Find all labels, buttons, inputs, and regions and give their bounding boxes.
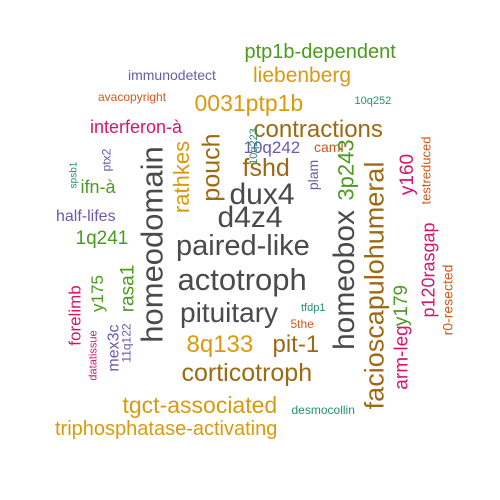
cloud-word: arm-leg [391, 324, 413, 390]
cloud-word: datatissue [87, 329, 100, 381]
cloud-word: 0031ptp1b [194, 89, 304, 116]
cloud-word: dux4 [229, 178, 295, 211]
cloud-word: tfdp1 [301, 301, 326, 314]
cloud-word: 3p243 [333, 139, 359, 201]
cloud-word: rathkes [169, 140, 195, 214]
cloud-word: y179 [390, 284, 412, 326]
cloud-word: 1q241 [75, 227, 129, 249]
cloud-word: fshd [242, 153, 290, 182]
cloud-word: r0-resected [438, 264, 455, 336]
cloud-word: corticotroph [181, 358, 313, 387]
cloud-word: 10q252 [354, 94, 392, 107]
cloud-word: y175 [87, 274, 107, 312]
cloud-word: tgct-associated [122, 391, 278, 418]
cloud-word: caml [314, 139, 344, 155]
cloud-word: ifn-à [80, 177, 116, 197]
cloud-word: 10q242 [243, 137, 301, 157]
cloud-word: spsb1 [67, 161, 79, 189]
cloud-word: pouch [197, 132, 226, 202]
cloud-word: testreduced [418, 136, 434, 204]
cloud-word: triphosphatase-activating [55, 418, 278, 440]
cloud-word: immunodetect [128, 67, 216, 83]
cloud-word: ptx2 [98, 148, 113, 172]
cloud-word: p120rasgap [418, 222, 439, 318]
cloud-word: 5the [290, 317, 314, 331]
cloud-word: d4z4 [217, 201, 283, 234]
cloud-word: y160 [396, 153, 418, 195]
cloud-word: half-lifes [56, 208, 116, 225]
cloud-word: plam [305, 159, 322, 191]
cloud-word: homeodomain [134, 145, 170, 343]
cloud-word: avacopyright [98, 90, 167, 104]
cloud-word: paired-like [176, 229, 310, 262]
cloud-word: contractions [253, 116, 383, 143]
cloud-word: desmocollin [291, 403, 355, 417]
cloud-word: pit-1 [272, 331, 320, 358]
cloud-word: actotroph [177, 261, 307, 297]
cloud-word: rasa1 [117, 264, 139, 312]
cloud-word: 8q133 [186, 331, 254, 358]
cloud-word: homeobox [328, 209, 362, 351]
cloud-word: pituitary [180, 297, 279, 328]
cloud-word: facioscapulohumeral [359, 161, 390, 409]
cloud-word: liebenberg [253, 63, 352, 87]
cloud-word: ptp1b-dependent [244, 41, 396, 63]
cloud-word: forelimb [65, 284, 85, 346]
cloud-word: 11q122 [119, 323, 134, 363]
cloud-word: interferon-à [90, 117, 183, 137]
